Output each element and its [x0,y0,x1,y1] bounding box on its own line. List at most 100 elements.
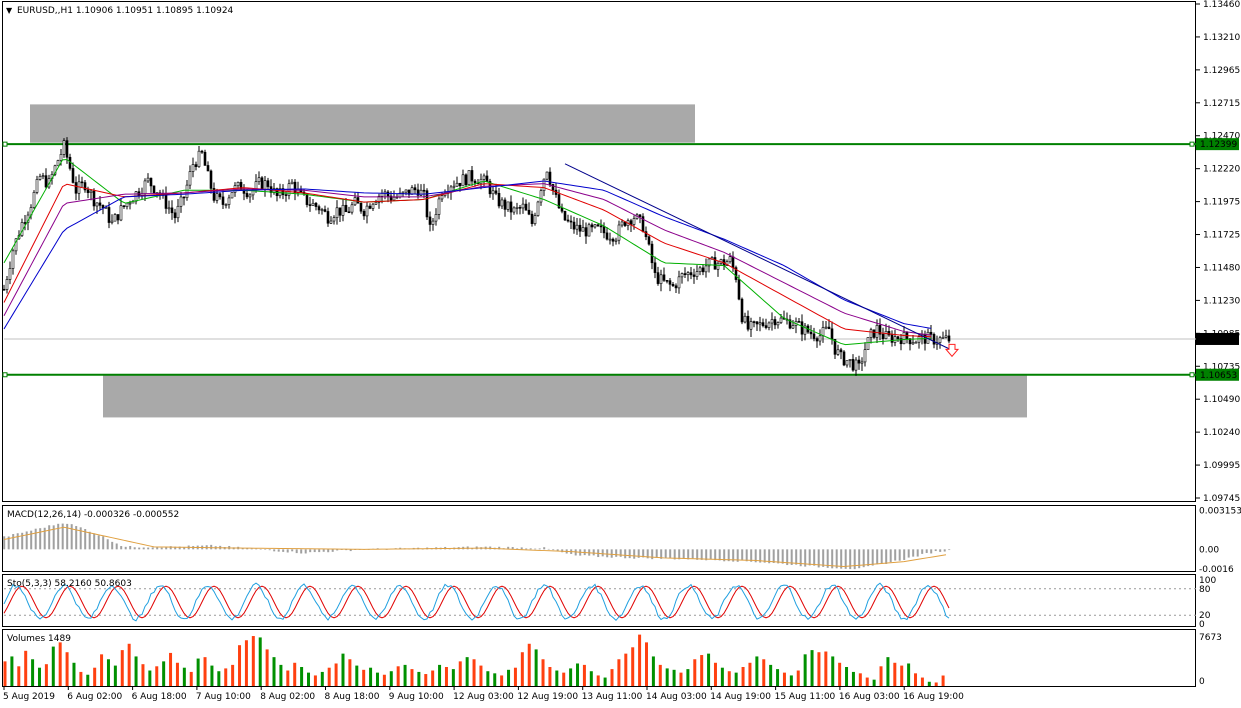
candle-body [788,319,792,329]
candle-body [485,175,489,182]
candle-body [377,195,381,203]
candle-body [737,279,741,300]
volume-bar [789,675,793,686]
current-price-label-box [1196,332,1239,345]
volume-bar [458,661,462,686]
time-tick-label: 7 Aug 10:00 [196,692,251,702]
volume-bar [513,667,517,686]
candle-body [374,202,378,205]
macd-histogram-bar [786,549,789,566]
candle-body [32,192,36,208]
candle-body [308,204,312,206]
candle-body [650,243,654,264]
macd-histogram-bar [867,549,870,567]
candle-body [221,196,225,205]
time-tick-label: 5 Aug 2019 [3,692,55,702]
candle-body [770,319,774,324]
candle-body [101,205,105,209]
candle-body [512,207,516,213]
horizontal-levels[interactable] [2,141,1196,378]
macd-histogram-bar [817,549,820,568]
stoch-tick-label: 0 [1199,620,1205,630]
macd-histogram-bar [754,549,757,563]
macd-histogram-bar [727,549,730,562]
macd-tick-label: 0.003153 [1199,507,1241,517]
macd-histogram-bar [21,532,24,550]
volume-bar [796,670,800,686]
volume-bar [769,664,773,686]
macd-histogram-bar [790,549,793,565]
macd-signal-line [3,526,947,568]
macd-histogram-bar [273,549,276,552]
macd-histogram-bar [736,549,739,562]
candle-body [605,232,609,240]
candle-body [173,212,177,219]
volume-bar [493,673,497,686]
macd-histogram-bar [561,549,564,553]
candle-body [689,272,693,276]
candle-body [866,337,870,351]
macd-histogram-bar [840,549,843,569]
candle-body [491,190,495,195]
candle-body [854,359,858,371]
macd-histogram-bar [907,549,910,558]
candle-body [776,322,780,326]
candle-body [791,325,795,329]
triangle-down-icon[interactable]: ▼ [6,6,13,15]
macd-histogram-bar [313,549,316,553]
candle-body [467,170,471,186]
macd-histogram-bar [327,549,330,553]
candle-body [938,337,942,343]
candle-body [113,214,117,222]
candle-body [206,165,210,172]
candle-body [65,140,69,158]
trendline-group[interactable] [564,163,960,358]
support-price-label: 1.10653 [1200,371,1237,381]
volume-bar [93,667,97,686]
macd-histogram-bar [516,548,519,550]
candle-body [80,181,84,184]
candle-body [668,280,672,285]
candle-body [653,262,657,273]
macd-histogram-bar [691,549,694,559]
volume-bar [472,659,476,686]
macd-histogram-bar [687,549,690,560]
macd-histogram-bar [331,549,334,552]
macd-histogram-bar [624,549,627,559]
volume-bar [244,640,248,686]
macd-histogram-bar [79,527,82,550]
volume-bar [334,663,338,686]
stoch-tick-label: 80 [1199,585,1211,595]
main-panel-frame [2,1,1196,502]
macd-histogram-bar [696,549,699,560]
macd-histogram-bar [520,547,523,550]
volume-bar [134,656,138,686]
candle-body [488,181,492,195]
volume-bar [375,672,379,686]
stoch-signal-line [3,585,950,619]
candle-body [179,196,183,207]
candle-body [773,319,777,326]
volume-bar [403,664,407,686]
macd-histogram-bar [948,549,951,551]
macd-histogram-bar [138,547,141,550]
macd-histogram-bar [934,549,937,552]
stoch-tick-label: 100 [1199,576,1216,586]
volume-bar [72,662,76,686]
macd-histogram-bar [759,549,762,563]
macd-histogram-bar [826,549,829,568]
macd-histogram-bar [682,549,685,559]
price-tick-label: 1.10240 [1203,428,1240,438]
moving-average-line [3,183,932,338]
volume-bar [58,642,62,686]
candle-body [11,250,15,269]
candle-body [107,207,111,223]
candle-body [545,171,549,180]
level-handle [1189,141,1195,147]
macd-tick-label: 0.00 [1199,545,1219,555]
volume-bar [631,647,635,686]
volume-bar [914,673,918,686]
level-handle [1189,372,1195,378]
candle-body [695,271,699,277]
